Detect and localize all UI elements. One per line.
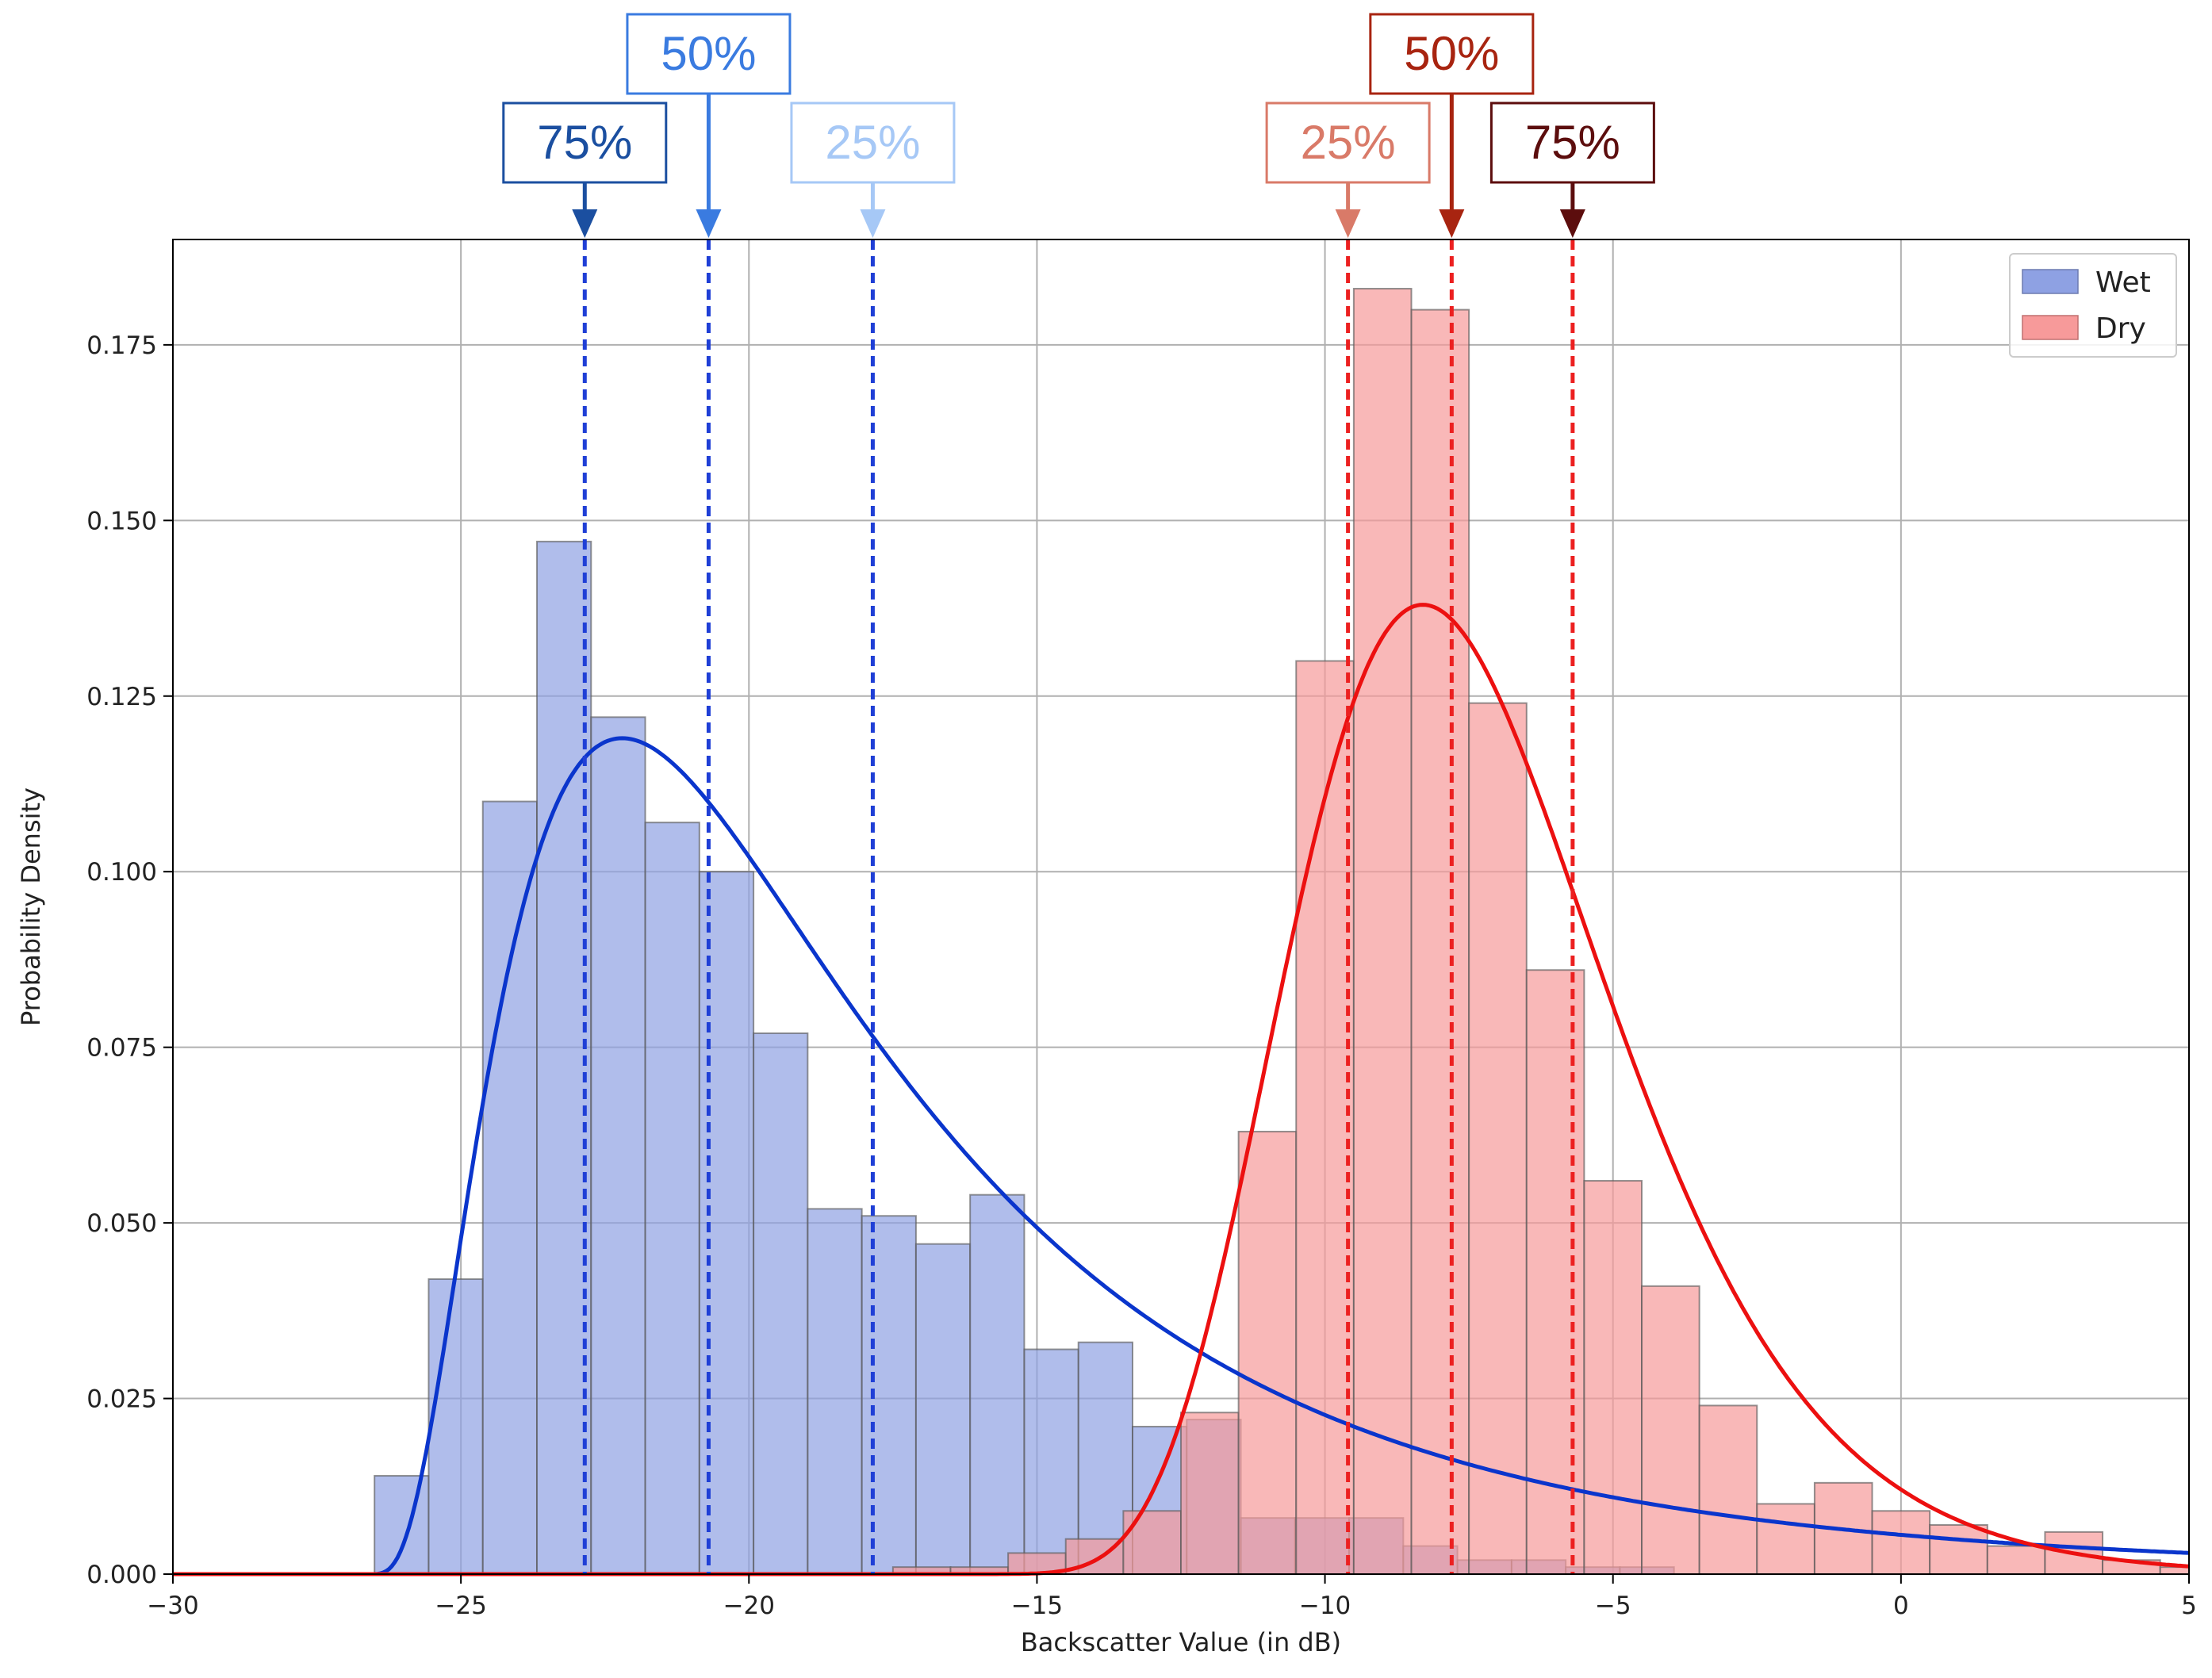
histogram-bar-wet <box>481 800 539 1575</box>
histogram-bar-dry <box>1410 308 1470 1575</box>
legend-swatch-dry <box>2022 315 2079 340</box>
legend: Wet Dry <box>2009 253 2177 358</box>
histogram-bar-dry <box>1986 1545 2046 1576</box>
histogram-bar-dry <box>1352 288 1413 1575</box>
x-tick-label: −5 <box>1595 1592 1631 1620</box>
histogram-bar-wet <box>914 1243 972 1575</box>
plot-frame <box>172 239 2190 1575</box>
annotation-label-wet: 75% <box>537 116 632 169</box>
histogram-bar-wet <box>374 1474 430 1576</box>
annotation-box-dry <box>1369 13 1535 95</box>
histogram-bar-dry <box>1525 969 1585 1575</box>
legend-swatch-wet <box>2022 269 2079 294</box>
annotation-arrowhead <box>860 209 886 238</box>
annotation-box-dry <box>1489 102 1655 184</box>
histogram-bar-wet <box>590 716 646 1576</box>
annotation-label-dry: 50% <box>1404 27 1499 80</box>
legend-label-wet: Wet <box>2095 266 2151 299</box>
x-tick-label: −30 <box>147 1592 198 1620</box>
x-tick-label: 5 <box>2181 1592 2197 1620</box>
histogram-bar-dry <box>1180 1412 1240 1576</box>
histogram-bar-dry <box>1756 1503 1815 1575</box>
histogram-bar-dry <box>1237 1130 1298 1575</box>
annotation-box-wet <box>502 102 668 184</box>
annotation-label-wet: 50% <box>661 27 756 80</box>
histogram-bar-dry <box>1641 1285 1700 1575</box>
histogram-bar-wet <box>753 1032 809 1576</box>
histogram-bar-wet <box>644 822 700 1576</box>
x-axis-label: Backscatter Value (in dB) <box>1021 1627 1341 1657</box>
density-curve-wet <box>173 736 2190 1576</box>
histogram-bar-dry <box>2044 1531 2104 1576</box>
histogram-bar-wet <box>969 1193 1025 1576</box>
legend-label-dry: Dry <box>2095 312 2146 345</box>
y-tick-label: 0.000 <box>86 1561 157 1589</box>
annotation-label-dry: 75% <box>1525 116 1620 169</box>
y-tick-label: 0.025 <box>86 1385 157 1414</box>
histogram-bar-wet <box>536 540 592 1575</box>
y-tick-label: 0.150 <box>86 507 157 535</box>
y-tick-label: 0.125 <box>86 683 157 711</box>
y-tick-label: 0.050 <box>86 1209 157 1238</box>
x-tick-label: 0 <box>1893 1592 1909 1620</box>
histogram-bar-dry <box>2159 1566 2191 1575</box>
histogram-bar-dry <box>1698 1404 1758 1575</box>
x-tick-label: −15 <box>1011 1592 1063 1620</box>
y-tick-label: 0.175 <box>86 331 157 360</box>
y-tick-label: 0.075 <box>86 1034 157 1063</box>
histogram-bar-wet <box>427 1278 484 1575</box>
x-tick-label: −25 <box>435 1592 486 1620</box>
y-tick-label: 0.100 <box>86 858 157 887</box>
histogram-bar-dry <box>1122 1510 1183 1575</box>
x-tick-label: −10 <box>1299 1592 1351 1620</box>
histogram-bar-wet <box>861 1215 917 1575</box>
annotation-box-wet <box>790 102 956 184</box>
annotation-arrowhead <box>1439 209 1465 238</box>
histogram-bar-dry <box>1583 1179 1643 1575</box>
annotation-label-dry: 25% <box>1301 116 1396 169</box>
annotation-arrowhead <box>696 209 722 238</box>
annotation-label-wet: 25% <box>825 116 920 169</box>
histogram-bar-dry <box>1468 702 1528 1575</box>
x-tick-label: −20 <box>723 1592 775 1620</box>
histogram-bar-dry <box>1929 1523 1988 1576</box>
quantile-lines <box>582 239 1575 1574</box>
axis-ticks: −30 −25 −20 −15 −10 −5 0 5 0.000 0.025 0.050 0.075 0… <box>86 331 2197 1620</box>
annotation-arrowhead <box>1559 209 1585 238</box>
quantile-annotations: 75%50%25% 25%50%75% <box>502 13 1655 238</box>
annotation-arrowhead <box>1335 209 1361 238</box>
annotation-box-wet <box>626 13 792 95</box>
histogram-bar-wet <box>807 1208 863 1576</box>
y-axis-label: Probability Density <box>16 787 46 1026</box>
annotation-arrowhead <box>572 209 598 238</box>
histogram-bar-dry <box>1871 1510 1931 1575</box>
